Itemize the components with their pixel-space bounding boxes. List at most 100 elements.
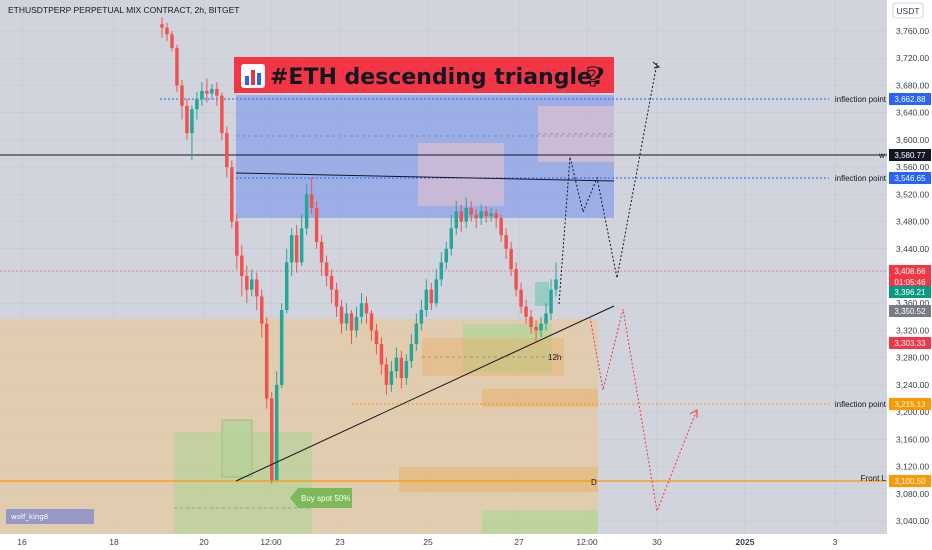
candle-body: [379, 344, 384, 365]
weekly-marker: w: [878, 151, 885, 160]
price-badge-text: 3,215.13: [894, 400, 926, 409]
candle-body: [264, 323, 269, 399]
question-mark-icon: ?: [586, 63, 601, 93]
candle-body: [399, 357, 404, 379]
y-tick-label: 3,120.00: [896, 462, 929, 472]
candle-body: [494, 213, 498, 219]
candle-body: [414, 323, 419, 345]
candle-body: [250, 279, 254, 290]
x-tick-label: 12:00: [576, 537, 598, 547]
candle-body: [185, 105, 189, 134]
candle-body: [384, 364, 389, 385]
daily-marker: D: [591, 478, 597, 487]
candle-body: [344, 313, 349, 324]
candle-body: [289, 235, 294, 263]
candle-body: [230, 167, 234, 222]
y-tick-label: 3,720.00: [896, 53, 929, 63]
candle-body: [339, 306, 344, 324]
price-badge-red-level: 3,303.33: [889, 337, 931, 349]
inflection-label-top: inflection point: [835, 95, 887, 104]
candle-body: [509, 248, 513, 270]
candle-body: [364, 303, 369, 314]
y-tick-label: 3,280.00: [896, 353, 929, 363]
candle-body: [429, 289, 434, 304]
y-tick-label: 3,760.00: [896, 26, 929, 36]
candle-body: [349, 313, 354, 331]
candle-body: [205, 90, 209, 94]
bar-chart-icon: [241, 64, 265, 88]
green-zone-mid: [463, 324, 552, 372]
y-tick-label: 3,680.00: [896, 80, 929, 90]
candle-body: [354, 316, 359, 331]
price-badge-countdown: 01:05:46: [889, 276, 931, 288]
y-tick-label: 3,320.00: [896, 325, 929, 335]
x-tick-label: 2025: [736, 537, 755, 547]
candle-body: [424, 289, 429, 311]
candle-body: [245, 276, 249, 290]
candle-body: [274, 384, 279, 481]
author-badge: wolf_king8: [6, 509, 94, 524]
x-tick-label: 27: [514, 537, 524, 547]
price-badge-text: 3,100.50: [894, 477, 926, 486]
candles: [160, 17, 558, 484]
candle-body: [529, 316, 533, 328]
banner-title: #ETH descending triangle?: [270, 65, 605, 90]
y-tick-label: 3,240.00: [896, 380, 929, 390]
candle-body: [464, 207, 468, 222]
candle-body: [374, 330, 379, 345]
candle-body: [499, 218, 503, 236]
buy-spot-tag[interactable]: Buy spot 50%: [290, 488, 352, 508]
candle-body: [260, 296, 264, 324]
price-badge-text: 3,546.65: [894, 174, 926, 183]
price-badge-gray-level: 3,350.52: [889, 305, 931, 317]
candle-body: [524, 306, 528, 317]
candle-body: [519, 289, 523, 307]
candle-body: [175, 48, 179, 86]
orange-zone-bottom: [399, 467, 598, 492]
inflection-label-mid: inflection point: [835, 174, 887, 183]
x-tick-label: 23: [335, 537, 345, 547]
chart-title: ETHUSDTPERP PERPETUAL MIX CONTRACT, 2h, …: [8, 5, 239, 15]
candle-body: [454, 211, 458, 229]
y-tick-label: 3,600.00: [896, 135, 929, 145]
price-badge-inflection-3: 3,215.13: [889, 398, 931, 410]
y-tick-labels: 3,760.00 3,720.00 3,680.00 3,640.00 3,600.00…: [896, 26, 929, 526]
candle-body: [309, 194, 314, 208]
candle-body: [334, 289, 339, 307]
y-tick-label: 3,560.00: [896, 162, 929, 172]
candle-body: [489, 213, 493, 217]
price-badge-green-level: 3,396.21: [889, 286, 931, 298]
candle-body: [419, 310, 424, 324]
candle-body: [444, 248, 449, 263]
y-tick-label: 3,040.00: [896, 516, 929, 526]
price-badge-front-line: 3,100.50: [889, 475, 931, 487]
candle-body: [459, 211, 463, 222]
front-line-label: Front L: [861, 474, 887, 483]
candle-body: [269, 398, 274, 481]
price-badge-last-price: 3,408.66: [889, 265, 931, 277]
candle-body: [534, 327, 538, 331]
currency-label: USDT: [896, 6, 919, 16]
candle-body: [544, 313, 548, 324]
candle-body: [324, 262, 329, 276]
y-tick-label: 3,200.00: [896, 407, 929, 417]
x-tick-label: 18: [109, 537, 119, 547]
x-tick-label: 3: [833, 537, 838, 547]
y-tick-label: 3,640.00: [896, 108, 929, 118]
candle-body: [279, 310, 284, 385]
price-badge-black-line: 3,580.77: [889, 149, 931, 161]
currency-selector[interactable]: USDT: [892, 2, 924, 19]
x-tick-label: 12:00: [260, 537, 282, 547]
candle-body: [504, 235, 508, 249]
time-axis[interactable]: [0, 534, 932, 550]
candle-body: [225, 133, 229, 168]
candle-body: [200, 90, 204, 100]
candle-body: [484, 211, 488, 217]
y-tick-label: 3,520.00: [896, 189, 929, 199]
y-tick-label: 3,360.00: [896, 298, 929, 308]
y-tick-label: 3,160.00: [896, 434, 929, 444]
candle-body: [539, 323, 543, 331]
descending-trendline: [235, 172, 615, 182]
green-small-box: [221, 419, 253, 478]
